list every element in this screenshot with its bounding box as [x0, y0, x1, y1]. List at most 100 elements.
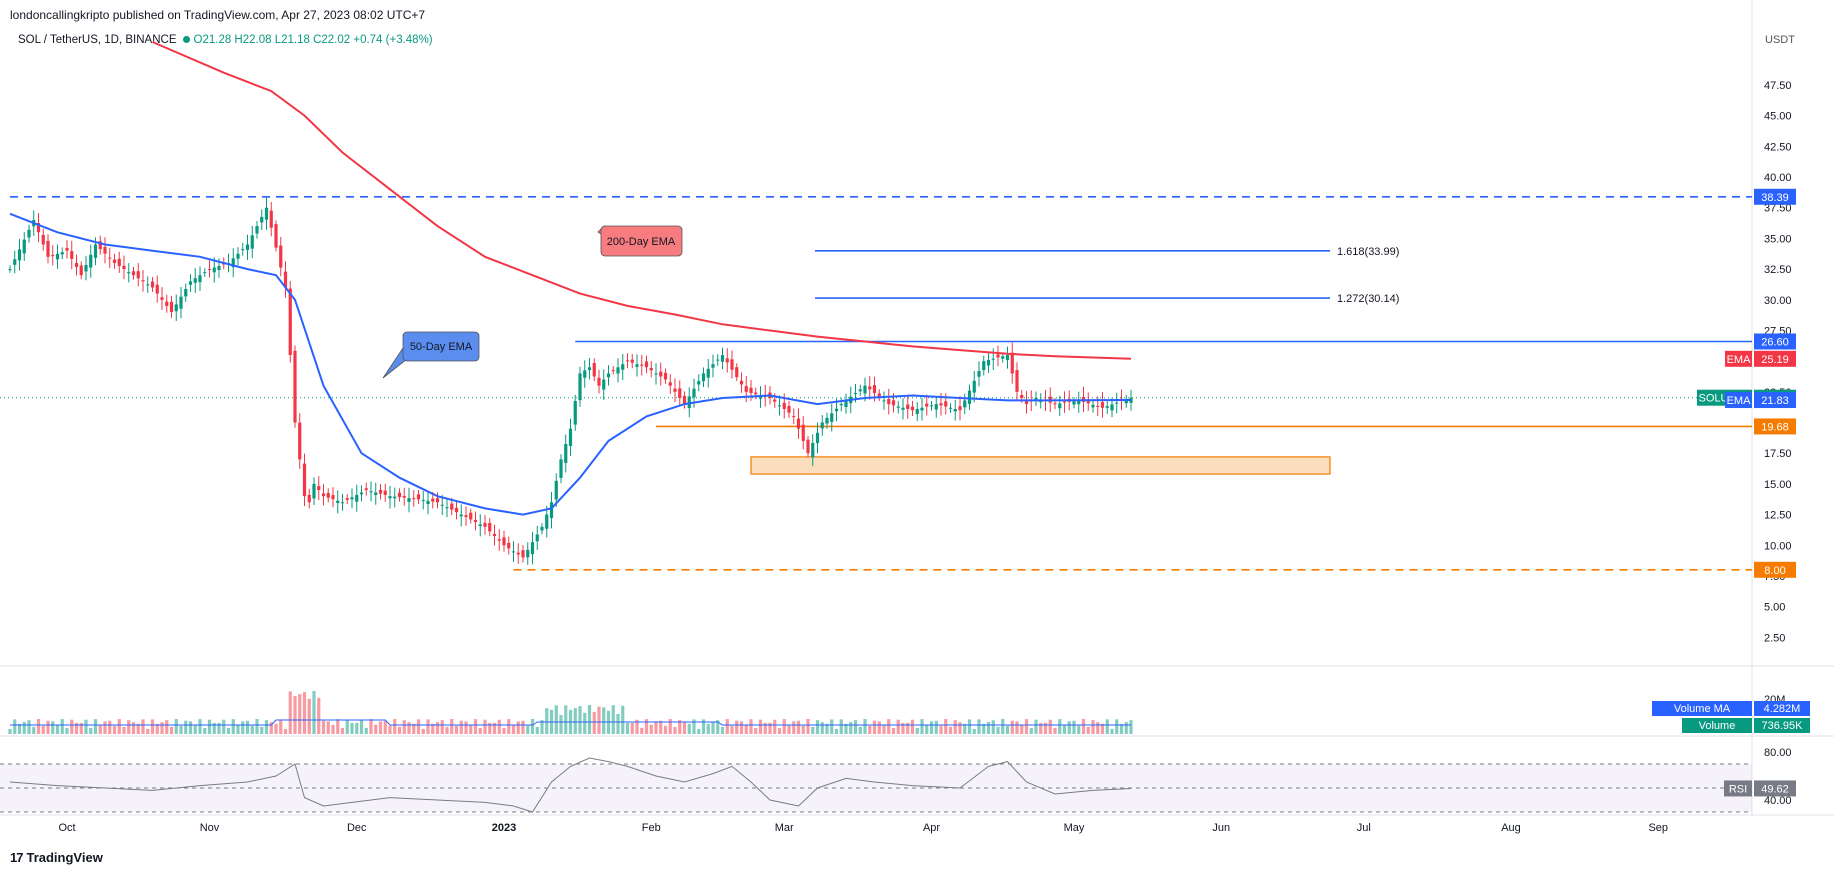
volume-bar — [245, 720, 250, 734]
volume-bar — [1020, 724, 1024, 734]
candle-body — [293, 350, 297, 423]
candle-body — [1091, 404, 1095, 408]
candle-body — [89, 254, 93, 268]
candle-body — [711, 364, 715, 368]
volume-bar — [364, 727, 368, 734]
candle-body — [136, 271, 140, 279]
candle-body — [70, 251, 74, 259]
volume-bar — [236, 724, 240, 734]
candle-body — [397, 492, 402, 498]
candle-body — [193, 278, 197, 283]
candle-body — [545, 514, 549, 529]
volume-bar — [782, 719, 786, 734]
cycle-low-axis-tag — [1754, 561, 1796, 578]
volume-bar — [1024, 719, 1029, 734]
candle-body — [697, 381, 701, 385]
candle-body — [573, 401, 577, 425]
candle-body — [464, 515, 468, 518]
time-tick-label: Feb — [642, 822, 661, 834]
volume-bar — [853, 720, 858, 734]
volume-bar — [602, 707, 606, 734]
candle-body — [497, 539, 501, 541]
candle-body — [1062, 401, 1067, 403]
volume-bar — [412, 723, 416, 734]
volume-bar — [1067, 721, 1071, 734]
candle-body — [682, 395, 687, 405]
volume-bar — [682, 722, 687, 734]
candle-body — [131, 271, 136, 276]
tradingview-logo[interactable]: 17 TradingView — [10, 850, 103, 865]
volume-name-text: Volume — [1699, 720, 1736, 732]
candle-body — [953, 409, 957, 412]
volume-bar — [953, 720, 957, 734]
volume-bar — [74, 722, 79, 734]
volume-bar — [516, 721, 520, 734]
rsi-value-tag — [1754, 780, 1796, 797]
resistance-high-axis-tag — [1754, 188, 1796, 205]
price-tick-label: 45.00 — [1764, 111, 1792, 123]
volume-bar — [521, 720, 525, 734]
candle-body — [236, 253, 240, 259]
time-tick-label: Mar — [775, 822, 794, 834]
time-tick-label: Jul — [1357, 822, 1371, 834]
candle-body — [749, 387, 753, 394]
candle-body — [22, 239, 26, 254]
volume-bar — [293, 695, 297, 734]
volume-bar — [744, 724, 748, 734]
volume-bar — [621, 705, 625, 734]
candle-body — [79, 265, 83, 276]
volume-bar — [89, 727, 93, 734]
volume-bar — [825, 723, 829, 734]
candle-body — [312, 483, 316, 499]
ema200-callout-text: 200-Day EMA — [607, 236, 676, 248]
volume-bar — [967, 719, 972, 734]
volume-bar — [217, 722, 221, 734]
volume-bar — [222, 719, 226, 734]
volume-bar — [1039, 723, 1043, 734]
ema50-label-name-tag — [1725, 392, 1752, 409]
volume-bar — [1115, 719, 1119, 734]
volume-bar — [13, 719, 17, 734]
volume-bar — [41, 725, 45, 734]
price-tick-label: 5.00 — [1764, 602, 1785, 614]
volume-bar — [758, 719, 763, 734]
volume-bar — [340, 727, 345, 734]
candle-body — [649, 367, 653, 371]
candle-body — [554, 480, 558, 500]
volume-bar — [1129, 720, 1133, 734]
candle-body — [98, 241, 102, 250]
volume-bar — [1081, 719, 1086, 734]
candle-body — [431, 498, 435, 502]
candle-body — [426, 500, 430, 505]
volume-bar — [103, 721, 107, 734]
symbol-title[interactable]: SOL / TetherUS, 1D, BINANCE — [18, 34, 177, 46]
candle-body — [122, 265, 126, 270]
candle-body — [459, 514, 463, 517]
volume-bar — [725, 719, 729, 734]
candle-body — [326, 493, 330, 498]
volume-bar — [502, 727, 506, 734]
volume-bar — [388, 725, 392, 734]
volume-bar — [839, 719, 843, 734]
ema200-line — [152, 41, 1132, 360]
candle-body — [925, 403, 929, 407]
tradingview-icon: 17 — [10, 850, 24, 865]
symbol-legend[interactable]: SOL / TetherUS, 1D, BINANCE O21.28 H22.08… — [18, 34, 433, 46]
candle-body — [820, 422, 824, 429]
candle-body — [602, 379, 606, 390]
volume-bar — [416, 719, 421, 734]
volume-bar — [906, 722, 910, 734]
volume-bar — [426, 719, 430, 734]
volume-bar — [592, 711, 596, 734]
candle-body — [1053, 403, 1057, 405]
volume-bar — [1029, 727, 1033, 734]
candle-body — [929, 405, 934, 407]
candle-body — [41, 234, 45, 245]
volume-bar — [374, 724, 378, 734]
volume-bar — [863, 719, 867, 734]
volume-bar — [264, 720, 269, 734]
candle-body — [844, 400, 848, 408]
volume-bar — [920, 719, 924, 734]
volume-bar — [635, 719, 639, 734]
